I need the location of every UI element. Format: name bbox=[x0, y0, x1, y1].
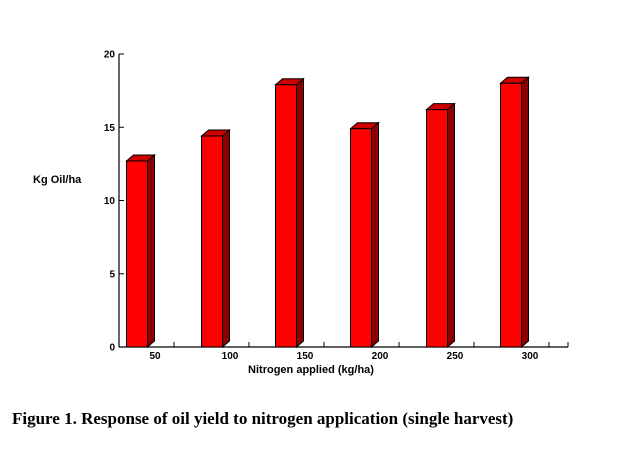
x-tick-label: 300 bbox=[522, 351, 539, 362]
bar-side bbox=[521, 76, 529, 349]
bar-side bbox=[447, 102, 455, 349]
bar-side bbox=[147, 153, 155, 349]
x-tick-label: 200 bbox=[372, 351, 389, 362]
x-axis-label: Nitrogen applied (kg/ha) bbox=[248, 364, 374, 376]
bar-side bbox=[222, 128, 230, 349]
y-tick-label: 15 bbox=[104, 123, 116, 134]
bar-side bbox=[371, 121, 379, 349]
bar bbox=[500, 82, 522, 348]
y-tick-label: 0 bbox=[109, 343, 115, 354]
x-tick-label: 100 bbox=[222, 351, 239, 362]
bar-chart: 0 5 10 15 20 50 100 150 200 250 300 Kg Oil/ha Nitr… bbox=[33, 50, 569, 376]
y-tick-label: 20 bbox=[104, 50, 116, 61]
y-axis-label: Kg Oil/ha bbox=[33, 174, 82, 186]
x-tick-label: 150 bbox=[297, 351, 314, 362]
bar bbox=[126, 160, 148, 348]
bar-side bbox=[296, 77, 304, 349]
x-tick-label: 50 bbox=[149, 351, 161, 362]
plot-area: 0 5 10 15 20 50 100 150 200 250 300 bbox=[104, 50, 569, 362]
y-tick-label: 5 bbox=[109, 269, 115, 280]
x-tick-label: 250 bbox=[447, 351, 464, 362]
bar bbox=[275, 84, 297, 348]
bar bbox=[201, 135, 223, 348]
y-tick-label: 10 bbox=[104, 196, 116, 207]
bar bbox=[426, 109, 448, 348]
bar bbox=[350, 128, 372, 348]
figure-caption: Figure 1. Response of oil yield to nitro… bbox=[12, 409, 514, 428]
